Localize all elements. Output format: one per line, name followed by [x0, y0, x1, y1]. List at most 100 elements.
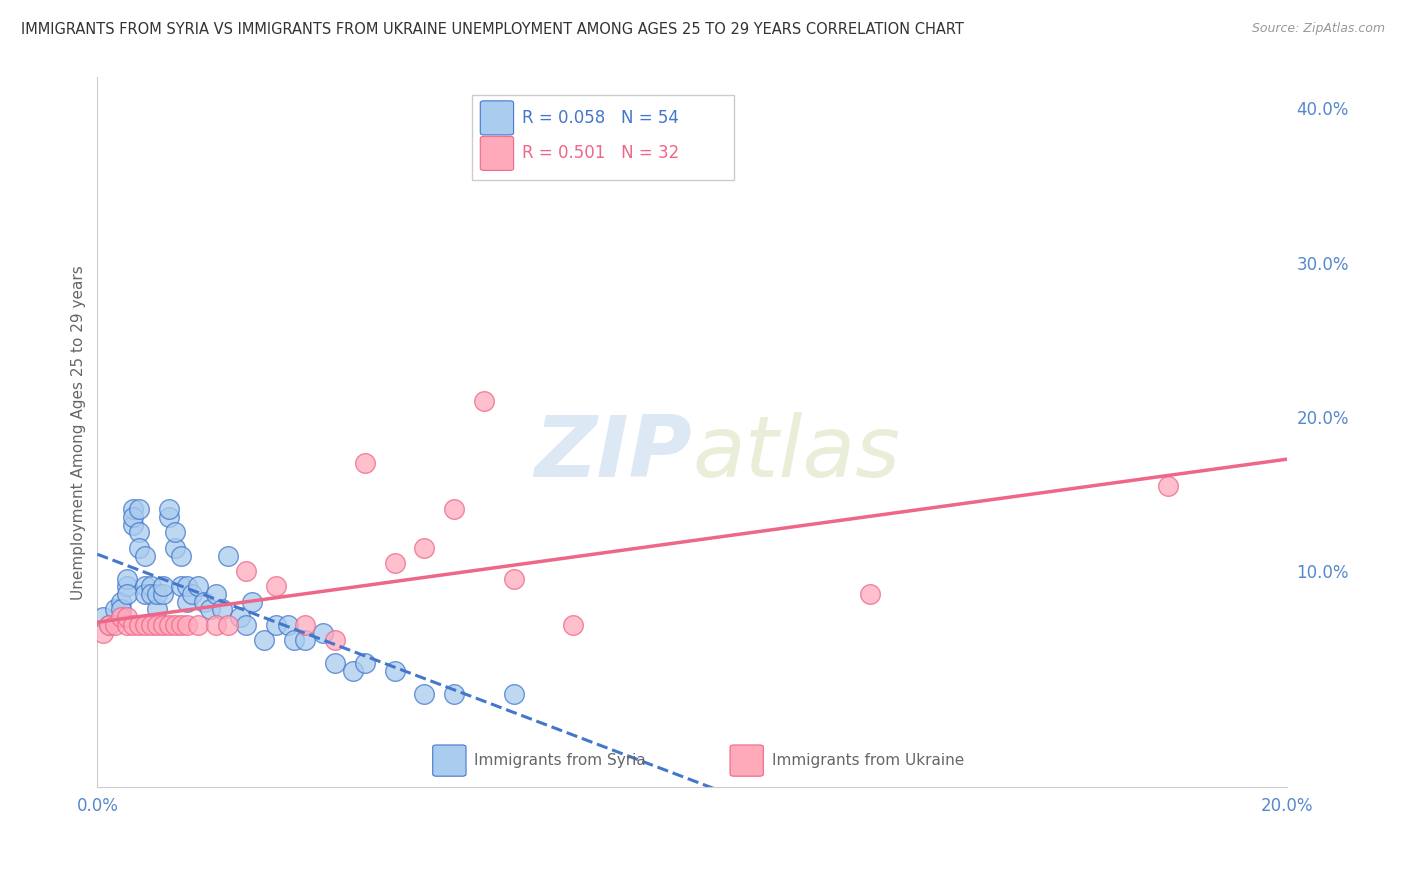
Point [146, 602, 169, 616]
Point [200, 602, 222, 616]
Point [294, 618, 316, 632]
Point [277, 618, 299, 632]
Point [139, 587, 162, 601]
Point [312, 625, 335, 640]
Point [139, 618, 162, 632]
Point [128, 541, 150, 555]
Point [152, 579, 174, 593]
Point [235, 618, 257, 632]
Point [110, 595, 132, 609]
FancyBboxPatch shape [730, 745, 763, 776]
Text: Source: ZipAtlas.com: Source: ZipAtlas.com [1251, 22, 1385, 36]
Text: R = 0.058   N = 54: R = 0.058 N = 54 [522, 109, 679, 127]
Point [128, 618, 150, 632]
Point [859, 587, 882, 601]
Point [146, 618, 169, 632]
Point [217, 549, 239, 563]
Point [139, 579, 162, 593]
Point [384, 556, 406, 570]
Point [104, 602, 127, 616]
Point [128, 525, 150, 540]
Point [122, 618, 145, 632]
Text: ZIP: ZIP [534, 412, 692, 495]
Point [187, 579, 209, 593]
Point [229, 610, 252, 624]
Point [163, 541, 186, 555]
FancyBboxPatch shape [481, 136, 513, 170]
Point [134, 549, 156, 563]
Point [169, 579, 191, 593]
Text: IMMIGRANTS FROM SYRIA VS IMMIGRANTS FROM UKRAINE UNEMPLOYMENT AMONG AGES 25 TO 2: IMMIGRANTS FROM SYRIA VS IMMIGRANTS FROM… [21, 22, 965, 37]
Text: R = 0.501   N = 32: R = 0.501 N = 32 [522, 145, 679, 162]
Point [176, 618, 198, 632]
Point [323, 657, 346, 671]
Point [235, 564, 257, 578]
Point [562, 618, 585, 632]
Point [91, 625, 114, 640]
Point [134, 587, 156, 601]
Point [413, 687, 436, 701]
Point [163, 618, 186, 632]
Point [264, 618, 287, 632]
Point [98, 618, 121, 632]
Y-axis label: Unemployment Among Ages 25 to 29 years: Unemployment Among Ages 25 to 29 years [72, 265, 86, 599]
Point [157, 618, 180, 632]
Point [110, 610, 132, 624]
Point [217, 618, 239, 632]
Text: atlas: atlas [692, 412, 900, 495]
Point [1156, 479, 1178, 493]
Point [176, 579, 198, 593]
Point [152, 587, 174, 601]
Point [205, 618, 228, 632]
Point [163, 525, 186, 540]
Point [110, 602, 132, 616]
Point [283, 633, 305, 648]
Point [384, 664, 406, 678]
Text: Immigrants from Syria: Immigrants from Syria [474, 753, 647, 768]
Point [176, 595, 198, 609]
Point [443, 687, 465, 701]
Point [193, 595, 215, 609]
Point [146, 587, 169, 601]
Point [354, 657, 377, 671]
Point [134, 579, 156, 593]
Point [253, 633, 276, 648]
Text: Immigrants from Ukraine: Immigrants from Ukraine [772, 753, 965, 768]
Point [240, 595, 263, 609]
Point [122, 517, 145, 532]
Point [187, 618, 209, 632]
Point [122, 502, 145, 516]
Point [323, 633, 346, 648]
Point [134, 618, 156, 632]
Point [115, 572, 138, 586]
Point [443, 502, 465, 516]
Point [104, 618, 127, 632]
Point [264, 579, 287, 593]
Point [91, 610, 114, 624]
Point [181, 587, 204, 601]
Point [157, 502, 180, 516]
Point [115, 618, 138, 632]
Point [98, 618, 121, 632]
Point [502, 687, 524, 701]
Point [122, 510, 145, 524]
Point [472, 394, 495, 409]
Point [502, 572, 524, 586]
FancyBboxPatch shape [433, 745, 465, 776]
Point [115, 579, 138, 593]
Point [354, 456, 377, 470]
Point [413, 541, 436, 555]
Point [169, 549, 191, 563]
FancyBboxPatch shape [481, 101, 513, 135]
Point [205, 587, 228, 601]
Point [157, 510, 180, 524]
Point [342, 664, 364, 678]
Point [115, 587, 138, 601]
FancyBboxPatch shape [472, 95, 734, 180]
Point [128, 502, 150, 516]
Point [152, 618, 174, 632]
Point [115, 610, 138, 624]
Point [211, 602, 233, 616]
Point [294, 633, 316, 648]
Point [169, 618, 191, 632]
